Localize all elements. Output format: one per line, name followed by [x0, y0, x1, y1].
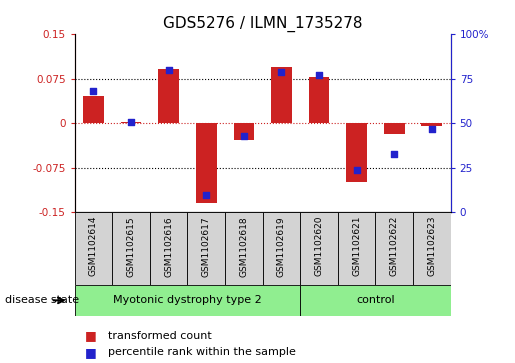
Text: control: control: [356, 295, 394, 305]
Bar: [338, 212, 375, 285]
Text: GSM1102615: GSM1102615: [127, 216, 135, 277]
Bar: [112, 212, 150, 285]
Bar: [158, 69, 179, 123]
Text: ■: ■: [85, 329, 97, 342]
Text: GSM1102623: GSM1102623: [427, 216, 436, 277]
Point: [239, 133, 248, 139]
Point: [390, 151, 398, 156]
Bar: [308, 77, 330, 123]
Point: [352, 167, 360, 172]
Text: GSM1102618: GSM1102618: [239, 216, 248, 277]
Text: GSM1102621: GSM1102621: [352, 216, 361, 277]
Text: Myotonic dystrophy type 2: Myotonic dystrophy type 2: [113, 295, 262, 305]
Point: [127, 119, 135, 125]
Bar: [300, 285, 451, 316]
Point: [90, 89, 98, 94]
Bar: [83, 95, 104, 123]
Bar: [196, 123, 217, 203]
Bar: [233, 123, 254, 140]
Bar: [75, 212, 112, 285]
Bar: [300, 212, 338, 285]
Bar: [384, 123, 405, 134]
Point: [277, 69, 285, 75]
Bar: [413, 212, 451, 285]
Bar: [375, 212, 413, 285]
Text: GSM1102617: GSM1102617: [202, 216, 211, 277]
Bar: [187, 212, 225, 285]
Bar: [150, 212, 187, 285]
Bar: [346, 123, 367, 182]
Point: [202, 192, 210, 197]
Text: percentile rank within the sample: percentile rank within the sample: [108, 347, 296, 357]
Text: transformed count: transformed count: [108, 331, 212, 341]
Point: [164, 67, 173, 73]
Text: GSM1102614: GSM1102614: [89, 216, 98, 277]
Bar: [421, 123, 442, 126]
Point: [427, 126, 436, 132]
Point: [315, 73, 323, 78]
Bar: [75, 285, 300, 316]
Title: GDS5276 / ILMN_1735278: GDS5276 / ILMN_1735278: [163, 16, 363, 32]
Text: disease state: disease state: [5, 295, 79, 305]
Bar: [121, 122, 142, 123]
Text: GSM1102622: GSM1102622: [390, 216, 399, 276]
Bar: [225, 212, 263, 285]
Text: GSM1102619: GSM1102619: [277, 216, 286, 277]
Text: GSM1102620: GSM1102620: [315, 216, 323, 277]
Text: ■: ■: [85, 346, 97, 359]
Text: GSM1102616: GSM1102616: [164, 216, 173, 277]
Bar: [263, 212, 300, 285]
Bar: [271, 67, 292, 123]
